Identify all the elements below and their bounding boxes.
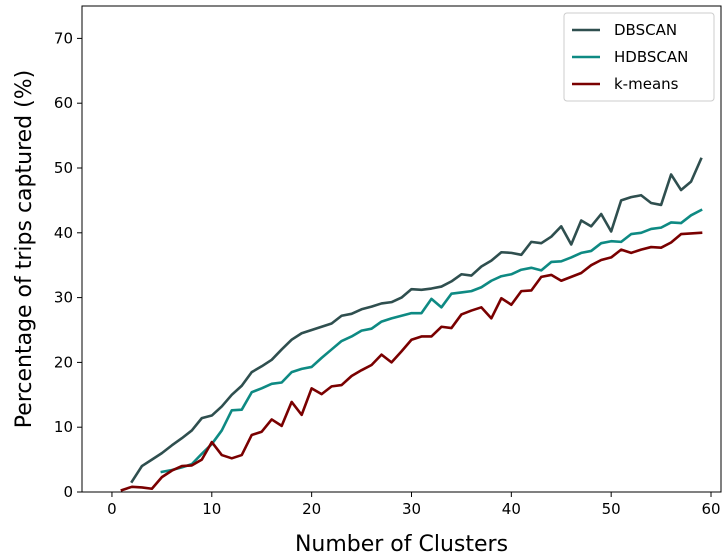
legend: DBSCAN HDBSCAN k-means	[563, 12, 715, 102]
y-tick-label: 10	[54, 418, 73, 436]
x-tick-label: 10	[202, 500, 221, 518]
series-line-dbscan	[130, 157, 703, 484]
legend-label-k-means: k-means	[614, 75, 679, 93]
y-tick-label: 20	[54, 353, 73, 371]
y-tick-label: 0	[63, 483, 73, 501]
x-tick-label: 50	[602, 500, 621, 518]
x-tick-label: 20	[302, 500, 321, 518]
y-tick-label: 60	[54, 94, 73, 112]
y-tick-label: 40	[54, 224, 73, 242]
x-tick-label: 0	[107, 500, 117, 518]
y-axis-label: Percentage of trips captured (%)	[12, 70, 37, 428]
y-tick-label: 30	[54, 289, 73, 307]
y-tick-label: 50	[54, 159, 73, 177]
legend-box	[563, 12, 715, 102]
x-axis-label: Number of Clusters	[295, 532, 508, 556]
legend-label-hdbscan: HDBSCAN	[614, 48, 688, 66]
x-tick-label: 40	[502, 500, 521, 518]
axes-layer: 0 10 20 30 40 50 60 0 10 20 30 40 50 60 70	[54, 5, 722, 518]
legend-label-dbscan: DBSCAN	[614, 21, 677, 39]
series-line-k-means	[120, 231, 703, 492]
x-tick-label: 60	[701, 500, 720, 518]
x-tick-label: 30	[402, 500, 421, 518]
series-line-hdbscan	[160, 208, 703, 474]
y-tick-label: 70	[54, 29, 73, 47]
series-layer	[120, 157, 703, 492]
plot-frame	[81, 5, 722, 493]
